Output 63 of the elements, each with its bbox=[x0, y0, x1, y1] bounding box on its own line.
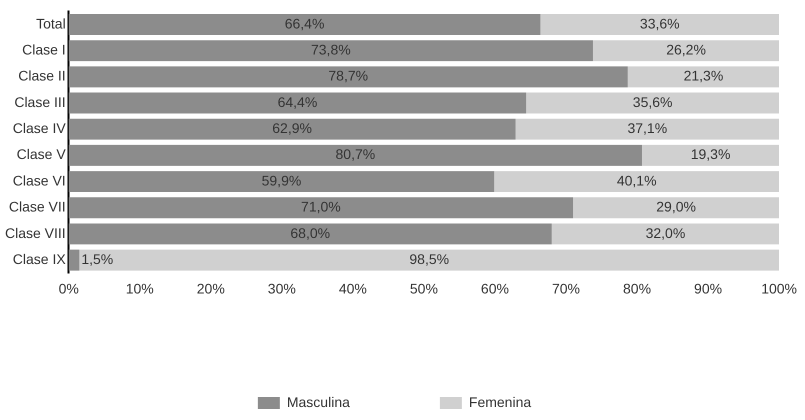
bar bbox=[68, 118, 516, 140]
bar bbox=[68, 14, 540, 35]
bar bbox=[642, 144, 780, 166]
bar bbox=[68, 92, 526, 114]
bar bbox=[68, 171, 494, 192]
data-label: 78,7% bbox=[328, 68, 368, 84]
bar bbox=[552, 223, 780, 244]
y-tick-label: Clase I bbox=[22, 42, 66, 58]
data-label: 32,0% bbox=[646, 224, 686, 241]
x-tick-label: 60% bbox=[480, 280, 509, 296]
data-label: 21,3% bbox=[684, 68, 724, 84]
legend-label: Femenina bbox=[468, 394, 532, 410]
x-tick-label: 20% bbox=[196, 280, 225, 296]
data-label: 33,6% bbox=[640, 15, 680, 32]
data-label: 29,0% bbox=[656, 198, 696, 215]
x-tick-label: 10% bbox=[126, 280, 154, 296]
legend-label: Masculina bbox=[286, 394, 350, 410]
y-tick-label: Clase VII bbox=[8, 198, 66, 215]
data-label: 64,4% bbox=[278, 94, 318, 110]
x-tick-label: 40% bbox=[338, 280, 367, 296]
bar bbox=[68, 66, 628, 88]
data-label: 26,2% bbox=[666, 42, 706, 58]
data-label: 59,9% bbox=[262, 172, 302, 188]
y-tick-label: Clase VIII bbox=[4, 224, 66, 241]
bar bbox=[68, 144, 642, 166]
data-label: 35,6% bbox=[632, 94, 672, 110]
x-tick-label: 50% bbox=[410, 280, 438, 296]
data-label: 37,1% bbox=[627, 120, 668, 136]
data-label: 73,8% bbox=[310, 42, 351, 58]
data-label: 66,4% bbox=[284, 15, 324, 32]
bar bbox=[573, 197, 780, 218]
bar bbox=[494, 171, 780, 192]
data-label: 1,5% bbox=[81, 250, 114, 267]
y-tick-label: Total bbox=[36, 15, 66, 32]
x-tick-label: 80% bbox=[623, 280, 652, 296]
bar bbox=[68, 223, 552, 244]
data-label: 71,0% bbox=[301, 198, 341, 215]
x-tick-label: 100% bbox=[761, 280, 798, 296]
x-tick-label: 70% bbox=[552, 280, 580, 296]
y-tick-label: Clase VI bbox=[12, 172, 66, 188]
bar bbox=[540, 14, 780, 35]
bar bbox=[68, 197, 574, 218]
bar bbox=[68, 40, 593, 62]
data-label: 68,0% bbox=[290, 224, 330, 241]
y-tick-label: Clase III bbox=[14, 94, 66, 110]
x-tick-label: 0% bbox=[58, 280, 79, 296]
data-label: 98,5% bbox=[409, 250, 450, 267]
bar bbox=[628, 66, 780, 88]
x-tick-label: 90% bbox=[694, 280, 722, 296]
x-tick-label: 30% bbox=[268, 280, 296, 296]
y-tick-label: Clase II bbox=[18, 68, 66, 84]
bar bbox=[79, 250, 780, 271]
data-label: 62,9% bbox=[272, 120, 312, 136]
y-tick-label: Clase V bbox=[16, 146, 66, 162]
y-tick-label: Clase IX bbox=[12, 250, 66, 267]
bar bbox=[516, 118, 780, 140]
y-tick-label: Clase IV bbox=[12, 120, 66, 136]
bar bbox=[68, 250, 80, 271]
bar bbox=[526, 92, 780, 114]
data-label: 19,3% bbox=[690, 146, 730, 162]
data-label: 80,7% bbox=[335, 146, 376, 162]
data-label: 40,1% bbox=[616, 172, 657, 188]
bar bbox=[592, 40, 780, 62]
